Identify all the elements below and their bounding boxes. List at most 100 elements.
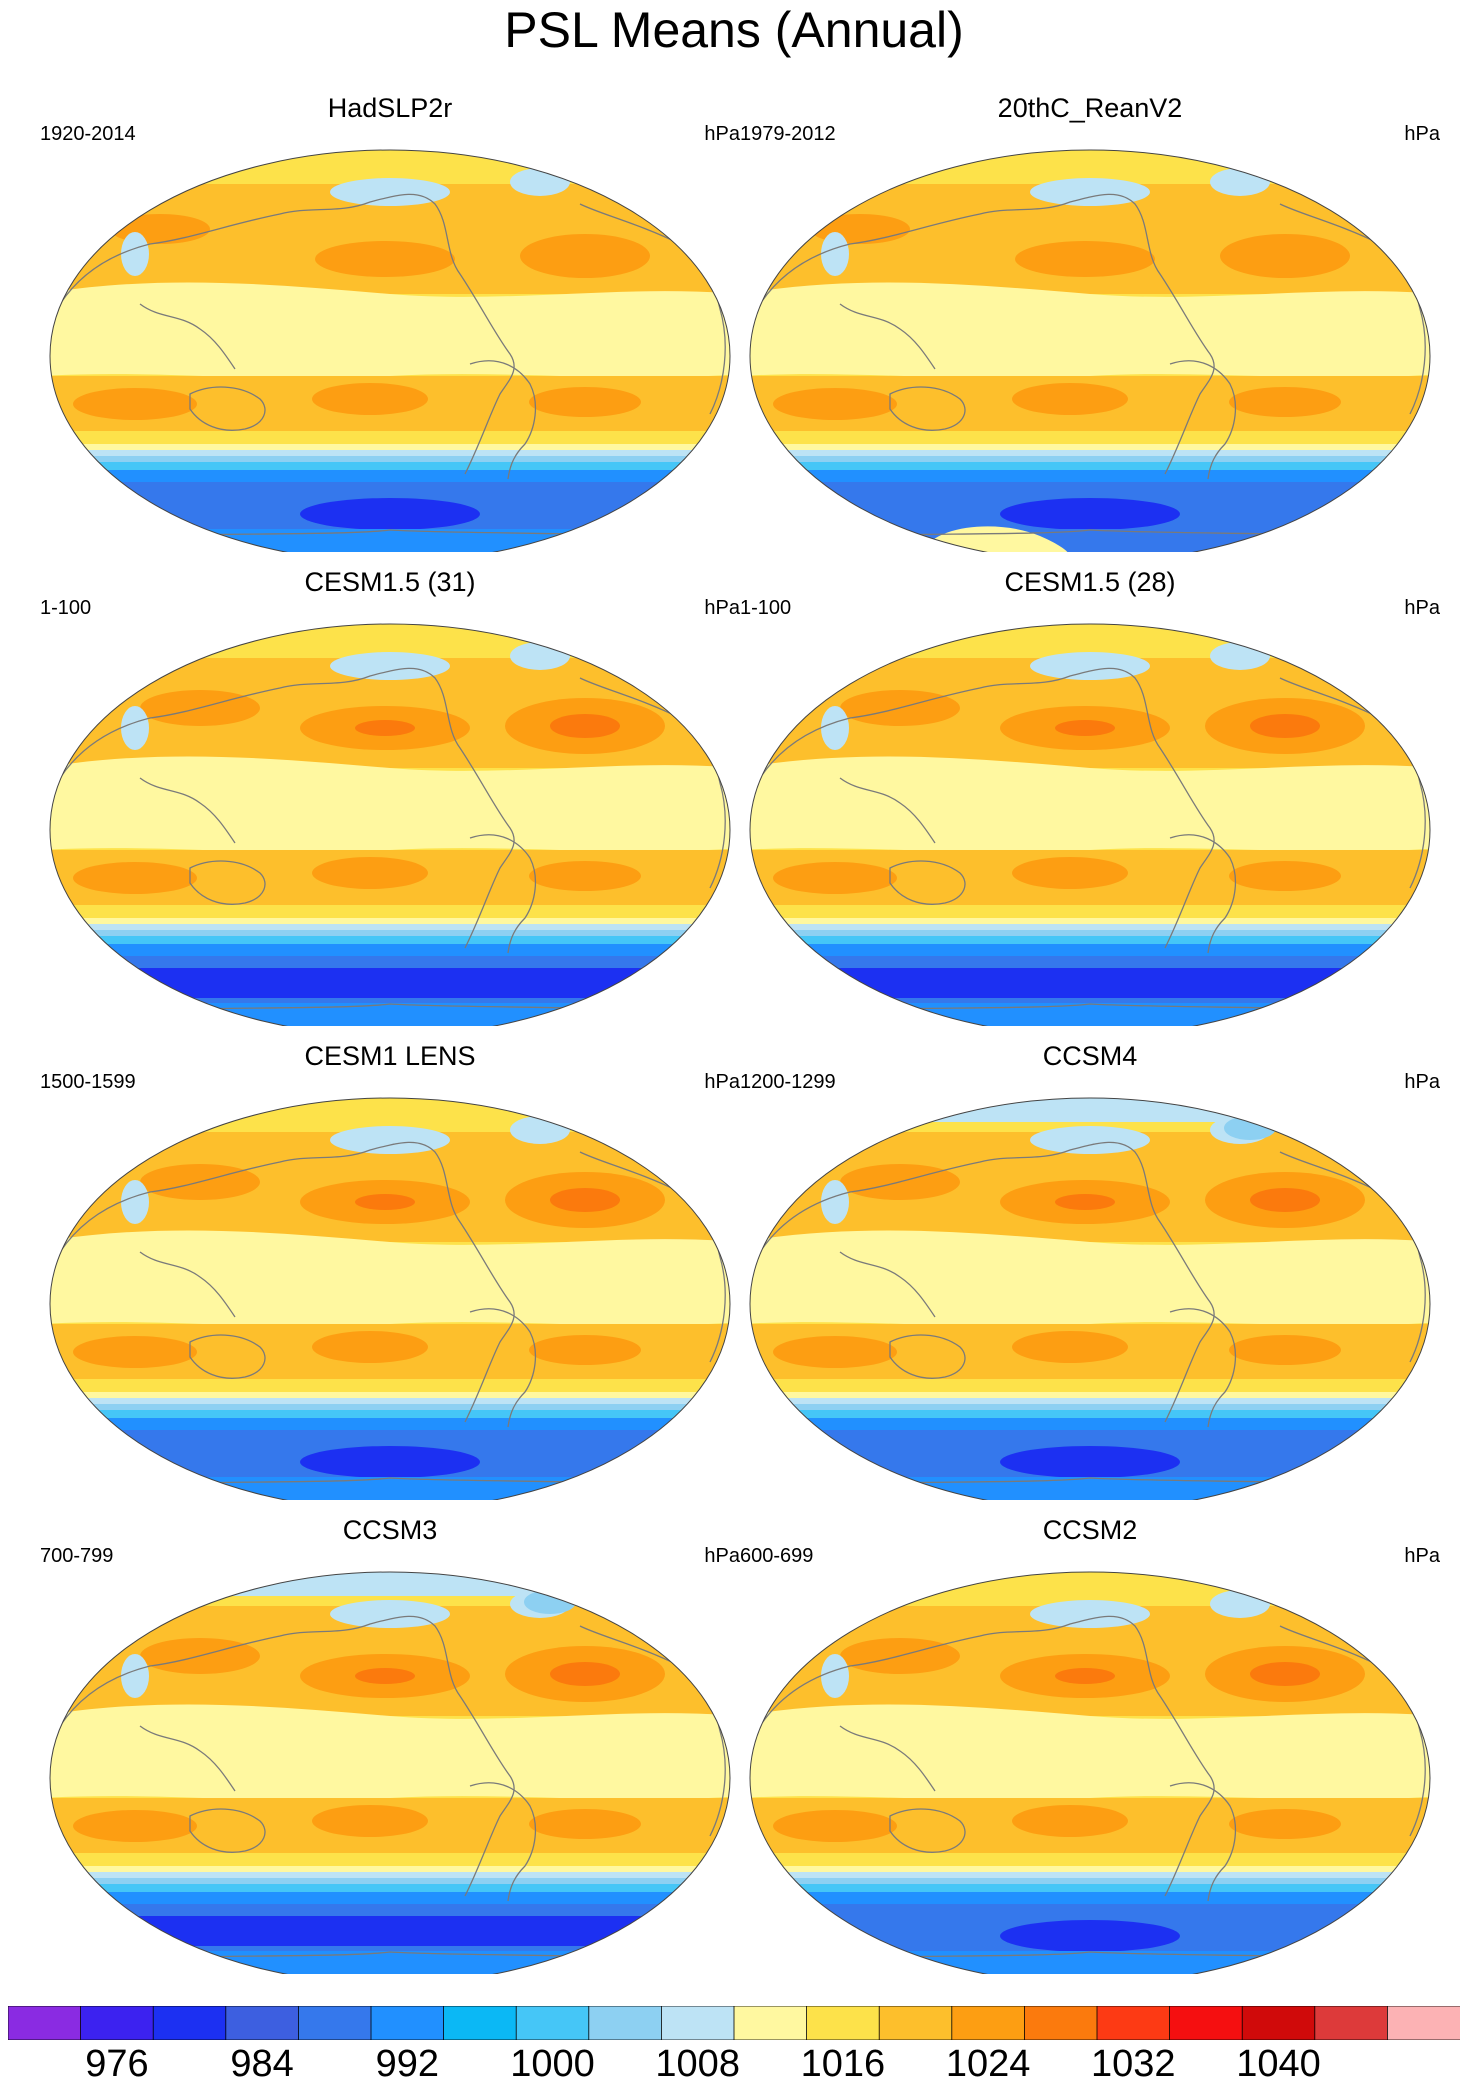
- south-high-2: [529, 387, 641, 417]
- coastline-americas: [759, 193, 1215, 475]
- circumpolar-trough: [300, 1446, 480, 1478]
- panel-title: 20thC_ReanV2: [997, 93, 1183, 123]
- map-outline: [749, 1571, 1431, 1974]
- coastline-americas: [759, 1615, 1215, 1897]
- field-equator: [50, 1230, 730, 1327]
- map-panel-cesm15-28: CESM1.5 (28) 1-100 hPa: [740, 566, 1440, 1026]
- pacific-high-core: [1055, 1194, 1115, 1210]
- circumpolar-trough: [300, 498, 480, 530]
- coastline-maritime-continent: [839, 777, 936, 844]
- map-panel-20thc-reanv2: 20thC_ReanV2 1979-2012 hPa: [740, 92, 1440, 552]
- map-outline: [749, 623, 1431, 1026]
- psl-map: [749, 623, 1431, 1026]
- psl-field: [50, 624, 730, 1026]
- colorbar-label: 1016: [800, 2043, 886, 2085]
- monsoon-low: [121, 706, 149, 750]
- south-high-2: [529, 861, 641, 891]
- north-high-core: [1250, 1188, 1320, 1212]
- coastline-maritime-continent: [839, 303, 936, 370]
- coastline-maritime-continent: [139, 303, 236, 370]
- south-high-2: [1229, 1809, 1341, 1839]
- colorbar-swatch: [1241, 2006, 1316, 2040]
- south-high-0: [773, 388, 897, 420]
- antarctic-interior: [750, 1477, 1430, 1500]
- south-high-0: [773, 862, 897, 894]
- colorbar-swatch: [515, 2006, 590, 2040]
- north-high-1: [1220, 234, 1350, 278]
- coastline-south-america: [1169, 834, 1237, 954]
- south-high-0: [73, 388, 197, 420]
- arctic-low-band: [50, 1572, 730, 1596]
- colorbar-swatch: [1387, 2006, 1460, 2040]
- map-panel-ccsm4: CCSM4 1200-1299 hPa: [740, 1040, 1440, 1500]
- coastline-maritime-continent: [139, 1251, 236, 1318]
- colorbar-swatch: [1169, 2006, 1244, 2040]
- colorbar-labels: 976 984 992 1000 1008 1016 1024 1032 1040: [0, 2044, 1468, 2086]
- aleutian-low: [330, 1600, 450, 1628]
- map-outline: [749, 149, 1431, 552]
- psl-map: [49, 1097, 731, 1500]
- north-high-0: [1015, 241, 1155, 277]
- psl-map: [49, 149, 731, 552]
- panel-title: CCSM4: [1042, 1041, 1138, 1071]
- coastline-maritime-continent: [139, 1725, 236, 1792]
- map-outline: [49, 149, 731, 552]
- colorbar-label: 1008: [655, 2043, 740, 2085]
- page-title: PSL Means (Annual): [504, 2, 964, 58]
- monsoon-low: [121, 232, 149, 276]
- south-high-2: [529, 1809, 641, 1839]
- coastline-americas: [59, 1141, 515, 1423]
- panel-units: hPa: [1404, 123, 1440, 145]
- colorbar-swatch: [1314, 2006, 1389, 2040]
- field-equator: [750, 1230, 1430, 1327]
- pacific-high-core: [355, 720, 415, 736]
- coastline-south-america: [469, 834, 537, 954]
- map-panel-hadslp2r: HadSLP2r 1920-2014 hPa: [40, 92, 740, 552]
- colorbar-swatch: [80, 2006, 155, 2040]
- colorbar-swatch: [661, 2006, 735, 2040]
- colorbar-swatch: [225, 2006, 300, 2040]
- south-high-0: [773, 1336, 897, 1368]
- coastline-south-america: [1169, 1782, 1237, 1902]
- antarctic-interior: [50, 529, 730, 552]
- colorbar-swatch: [878, 2006, 953, 2040]
- psl-map: [49, 623, 731, 1026]
- psl-field: [750, 624, 1430, 1026]
- icelandic-low: [1210, 168, 1270, 196]
- field-equator: [50, 756, 730, 853]
- coastline-americas: [59, 1615, 515, 1897]
- coastline-australia: [189, 1808, 266, 1853]
- panel-period: 1-100: [40, 597, 92, 619]
- aleutian-low: [330, 652, 450, 680]
- south-high-1: [312, 857, 428, 889]
- psl-map: [49, 1571, 731, 1974]
- antarctic-interior: [750, 1003, 1430, 1026]
- field-equator: [750, 282, 1430, 379]
- colorbar-label: 984: [230, 2043, 294, 2085]
- antarctic-interior: [50, 1477, 730, 1500]
- south-high-0: [73, 862, 197, 894]
- coastline-australia: [889, 1808, 966, 1853]
- colorbar-label: 1040: [1236, 2043, 1321, 2085]
- pacific-high-core: [1055, 720, 1115, 736]
- coastline-australia: [189, 860, 266, 905]
- psl-field: [50, 1098, 730, 1500]
- psl-field: [750, 1098, 1430, 1500]
- coastline-south-america: [1169, 1308, 1237, 1428]
- coastline-south-america: [1169, 360, 1237, 480]
- colorbar-swatch: [297, 2006, 372, 2040]
- psl-field: [750, 150, 1430, 552]
- panel-title: HadSLP2r: [327, 93, 453, 123]
- arctic-low-band: [750, 1098, 1430, 1122]
- south-high-1: [312, 1331, 428, 1363]
- antarctic-interior: [50, 1003, 730, 1026]
- map-outline: [749, 1097, 1431, 1500]
- map-panel-ccsm2: CCSM2 600-699 hPa: [740, 1514, 1440, 1974]
- monsoon-low: [821, 1654, 849, 1698]
- south-high-1: [1012, 1805, 1128, 1837]
- monsoon-low: [821, 232, 849, 276]
- panel-title: CESM1.5 (31): [304, 567, 476, 597]
- panel-units: hPa: [704, 597, 740, 619]
- aleutian-low: [330, 178, 450, 206]
- field-equator: [750, 1704, 1430, 1801]
